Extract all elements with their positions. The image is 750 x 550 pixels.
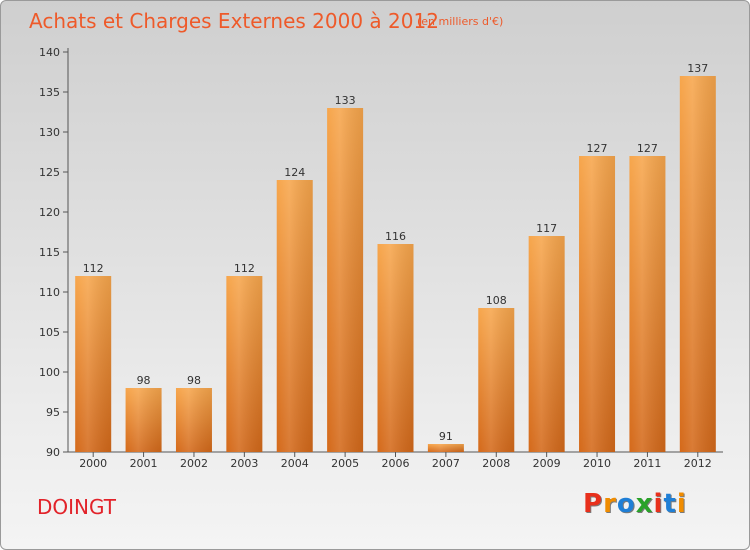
chart-subtitle: (en milliers d'€) <box>417 15 504 28</box>
x-tick-label: 2008 <box>482 457 510 470</box>
proxiti-logo: Proxiti <box>583 489 687 519</box>
y-tick-label: 115 <box>39 246 60 259</box>
data-label: 116 <box>385 230 406 243</box>
y-tick-label: 95 <box>46 406 60 419</box>
data-label: 112 <box>234 262 255 275</box>
bar-shine <box>226 276 263 452</box>
y-tick-label: 120 <box>39 206 60 219</box>
x-tick-label: 2002 <box>180 457 208 470</box>
bar-shine <box>125 388 162 452</box>
bar-shine <box>528 236 565 452</box>
y-tick-label: 140 <box>39 46 60 59</box>
x-tick-label: 2009 <box>533 457 561 470</box>
labels: 2000 112 2001 98 2002 98 2003 112 2004 124 2005 133… <box>79 62 712 470</box>
town-name: DOINGT <box>37 495 117 519</box>
bar-shine <box>629 156 666 452</box>
logo-letter: t <box>663 489 677 519</box>
x-tick-label: 2004 <box>281 457 309 470</box>
data-label: 127 <box>587 142 608 155</box>
bar-shine <box>75 276 112 452</box>
x-tick-label: 2000 <box>79 457 107 470</box>
x-tick-label: 2001 <box>130 457 158 470</box>
x-tick-label: 2007 <box>432 457 460 470</box>
data-label: 98 <box>187 374 201 387</box>
data-label: 108 <box>486 294 507 307</box>
data-label: 117 <box>536 222 557 235</box>
x-tick-label: 2006 <box>382 457 410 470</box>
logo-letter: r <box>603 489 617 519</box>
logo-letter: P <box>583 489 604 519</box>
bar-shine <box>327 108 364 452</box>
x-tick-label: 2012 <box>684 457 712 470</box>
bar-shine <box>679 76 716 452</box>
bars <box>75 76 716 452</box>
bar-shine <box>377 244 414 452</box>
logo-letter: i <box>676 489 687 519</box>
bar-shine <box>427 444 464 452</box>
bar-shine <box>579 156 616 452</box>
data-label: 124 <box>284 166 305 179</box>
bar-shine <box>276 180 313 452</box>
y-tick-label: 130 <box>39 126 60 139</box>
y-tick-label: 90 <box>46 446 60 459</box>
logo-letter: x <box>635 489 654 519</box>
x-tick-label: 2005 <box>331 457 359 470</box>
y-tick-label: 110 <box>39 286 60 299</box>
bar-shine <box>175 388 212 452</box>
logo-letter: i <box>653 489 664 519</box>
y-tick-label: 135 <box>39 86 60 99</box>
data-label: 112 <box>83 262 104 275</box>
x-tick-label: 2003 <box>230 457 258 470</box>
logo-letter: o <box>616 489 636 519</box>
data-label: 127 <box>637 142 658 155</box>
axes: 90 95 100 105 110 115 120 125 130 135 140 <box>39 46 723 459</box>
data-label: 98 <box>137 374 151 387</box>
y-tick-label: 100 <box>39 366 60 379</box>
data-label: 137 <box>687 62 708 75</box>
data-label: 91 <box>439 430 453 443</box>
bar-shine <box>478 308 515 452</box>
y-tick-label: 105 <box>39 326 60 339</box>
x-tick-label: 2011 <box>633 457 661 470</box>
chart-title: Achats et Charges Externes 2000 à 2012 <box>29 9 439 33</box>
y-tick-label: 125 <box>39 166 60 179</box>
x-tick-label: 2010 <box>583 457 611 470</box>
data-label: 133 <box>335 94 356 107</box>
